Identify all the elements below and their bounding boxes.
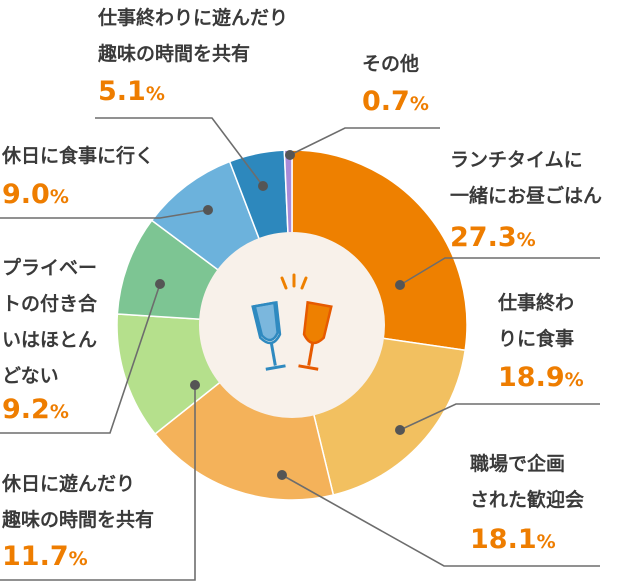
slice-value-unit-1: % bbox=[565, 369, 584, 391]
leader-dot-0 bbox=[395, 280, 405, 290]
leader-line-0 bbox=[399, 257, 600, 286]
slice-label-0-line-0: ランチタイムに bbox=[450, 149, 583, 171]
leader-line-1 bbox=[399, 403, 600, 431]
leader-dot-2 bbox=[277, 470, 287, 480]
slice-value-number-6: 5.1 bbox=[98, 76, 146, 107]
slice-value-5: 9.0% bbox=[2, 179, 69, 210]
slice-value-unit-4: % bbox=[50, 401, 69, 423]
slice-label-0-line-1: 一緒にお昼ごはん bbox=[450, 184, 602, 207]
slice-value-4: 9.2% bbox=[2, 394, 69, 425]
slice-value-0: 27.3% bbox=[450, 222, 536, 253]
toasting-glasses-icon bbox=[251, 273, 333, 371]
slice-label-6-line-1: 趣味の時間を共有 bbox=[97, 42, 250, 65]
slice-label-3-line-0: 休日に遊んだり bbox=[1, 472, 135, 495]
leader-line-6 bbox=[95, 117, 264, 187]
slice-value-number-7: 0.7 bbox=[362, 86, 410, 117]
slice-label-4-line-1: トの付き合 bbox=[2, 292, 98, 315]
slice-value-number-4: 9.2 bbox=[2, 394, 50, 425]
slice-label-4-line-0: プライベー bbox=[2, 256, 97, 279]
slice-label-2-line-0: 職場で企画 bbox=[470, 452, 565, 475]
slice-value-unit-5: % bbox=[50, 186, 69, 208]
slice-label-1-line-1: りに食事 bbox=[498, 327, 574, 350]
slice-value-unit-2: % bbox=[537, 531, 556, 553]
slice-value-unit-7: % bbox=[410, 93, 429, 115]
slice-value-6: 5.1% bbox=[98, 76, 165, 107]
leader-line-7 bbox=[289, 127, 440, 156]
leader-dot-7 bbox=[285, 150, 295, 160]
slice-label-6-line-0: 仕事終わりに遊んだり bbox=[97, 6, 288, 29]
leader-line-3 bbox=[0, 385, 196, 581]
center-disc bbox=[199, 232, 385, 418]
leader-dot-4 bbox=[155, 279, 165, 289]
slice-value-number-3: 11.7 bbox=[2, 541, 69, 572]
leader-dot-1 bbox=[395, 425, 405, 435]
slice-label-1-line-0: 仕事終わ bbox=[497, 291, 574, 314]
leader-dot-5 bbox=[203, 205, 213, 215]
slice-label-7-line-0: その他 bbox=[362, 52, 419, 75]
leader-line-5 bbox=[0, 209, 209, 219]
slice-value-number-0: 27.3 bbox=[450, 222, 517, 253]
leader-lines-group bbox=[0, 117, 600, 581]
slice-value-unit-6: % bbox=[146, 83, 165, 105]
slice-value-number-2: 18.1 bbox=[470, 524, 537, 555]
leader-line-4 bbox=[0, 283, 161, 434]
slice-value-3: 11.7% bbox=[2, 541, 88, 572]
slice-value-1: 18.9% bbox=[498, 362, 584, 393]
slice-value-number-5: 9.0 bbox=[2, 179, 50, 210]
slice-value-number-1: 18.9 bbox=[498, 362, 565, 393]
slice-value-unit-3: % bbox=[69, 548, 88, 570]
leader-dot-6 bbox=[258, 181, 268, 191]
slice-label-2-line-1: された歓迎会 bbox=[470, 488, 584, 511]
leader-line-2 bbox=[281, 474, 600, 567]
slice-value-7: 0.7% bbox=[362, 86, 429, 117]
slice-value-2: 18.1% bbox=[470, 524, 556, 555]
slice-label-4-line-2: いはほとん bbox=[2, 329, 97, 351]
slice-label-4-line-3: どない bbox=[2, 365, 59, 387]
slice-value-unit-0: % bbox=[517, 229, 536, 251]
slice-label-3-line-1: 趣味の時間を共有 bbox=[1, 508, 154, 531]
slice-label-5-line-0: 休日に食事に行く bbox=[1, 144, 154, 167]
leader-dot-3 bbox=[190, 380, 200, 390]
